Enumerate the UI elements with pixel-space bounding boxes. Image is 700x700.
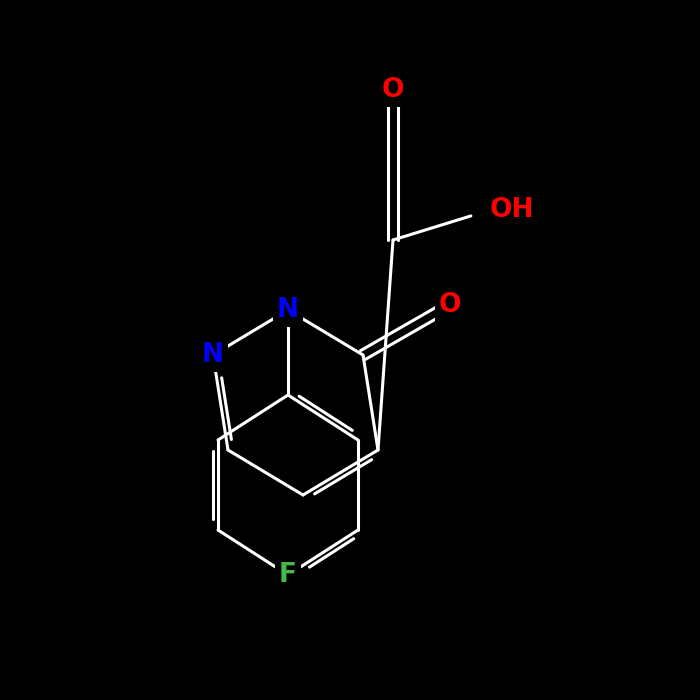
Text: O: O: [382, 77, 405, 103]
Text: N: N: [202, 342, 224, 368]
Text: OH: OH: [490, 197, 535, 223]
Text: O: O: [439, 292, 461, 318]
Text: F: F: [279, 562, 297, 588]
Text: N: N: [277, 297, 299, 323]
